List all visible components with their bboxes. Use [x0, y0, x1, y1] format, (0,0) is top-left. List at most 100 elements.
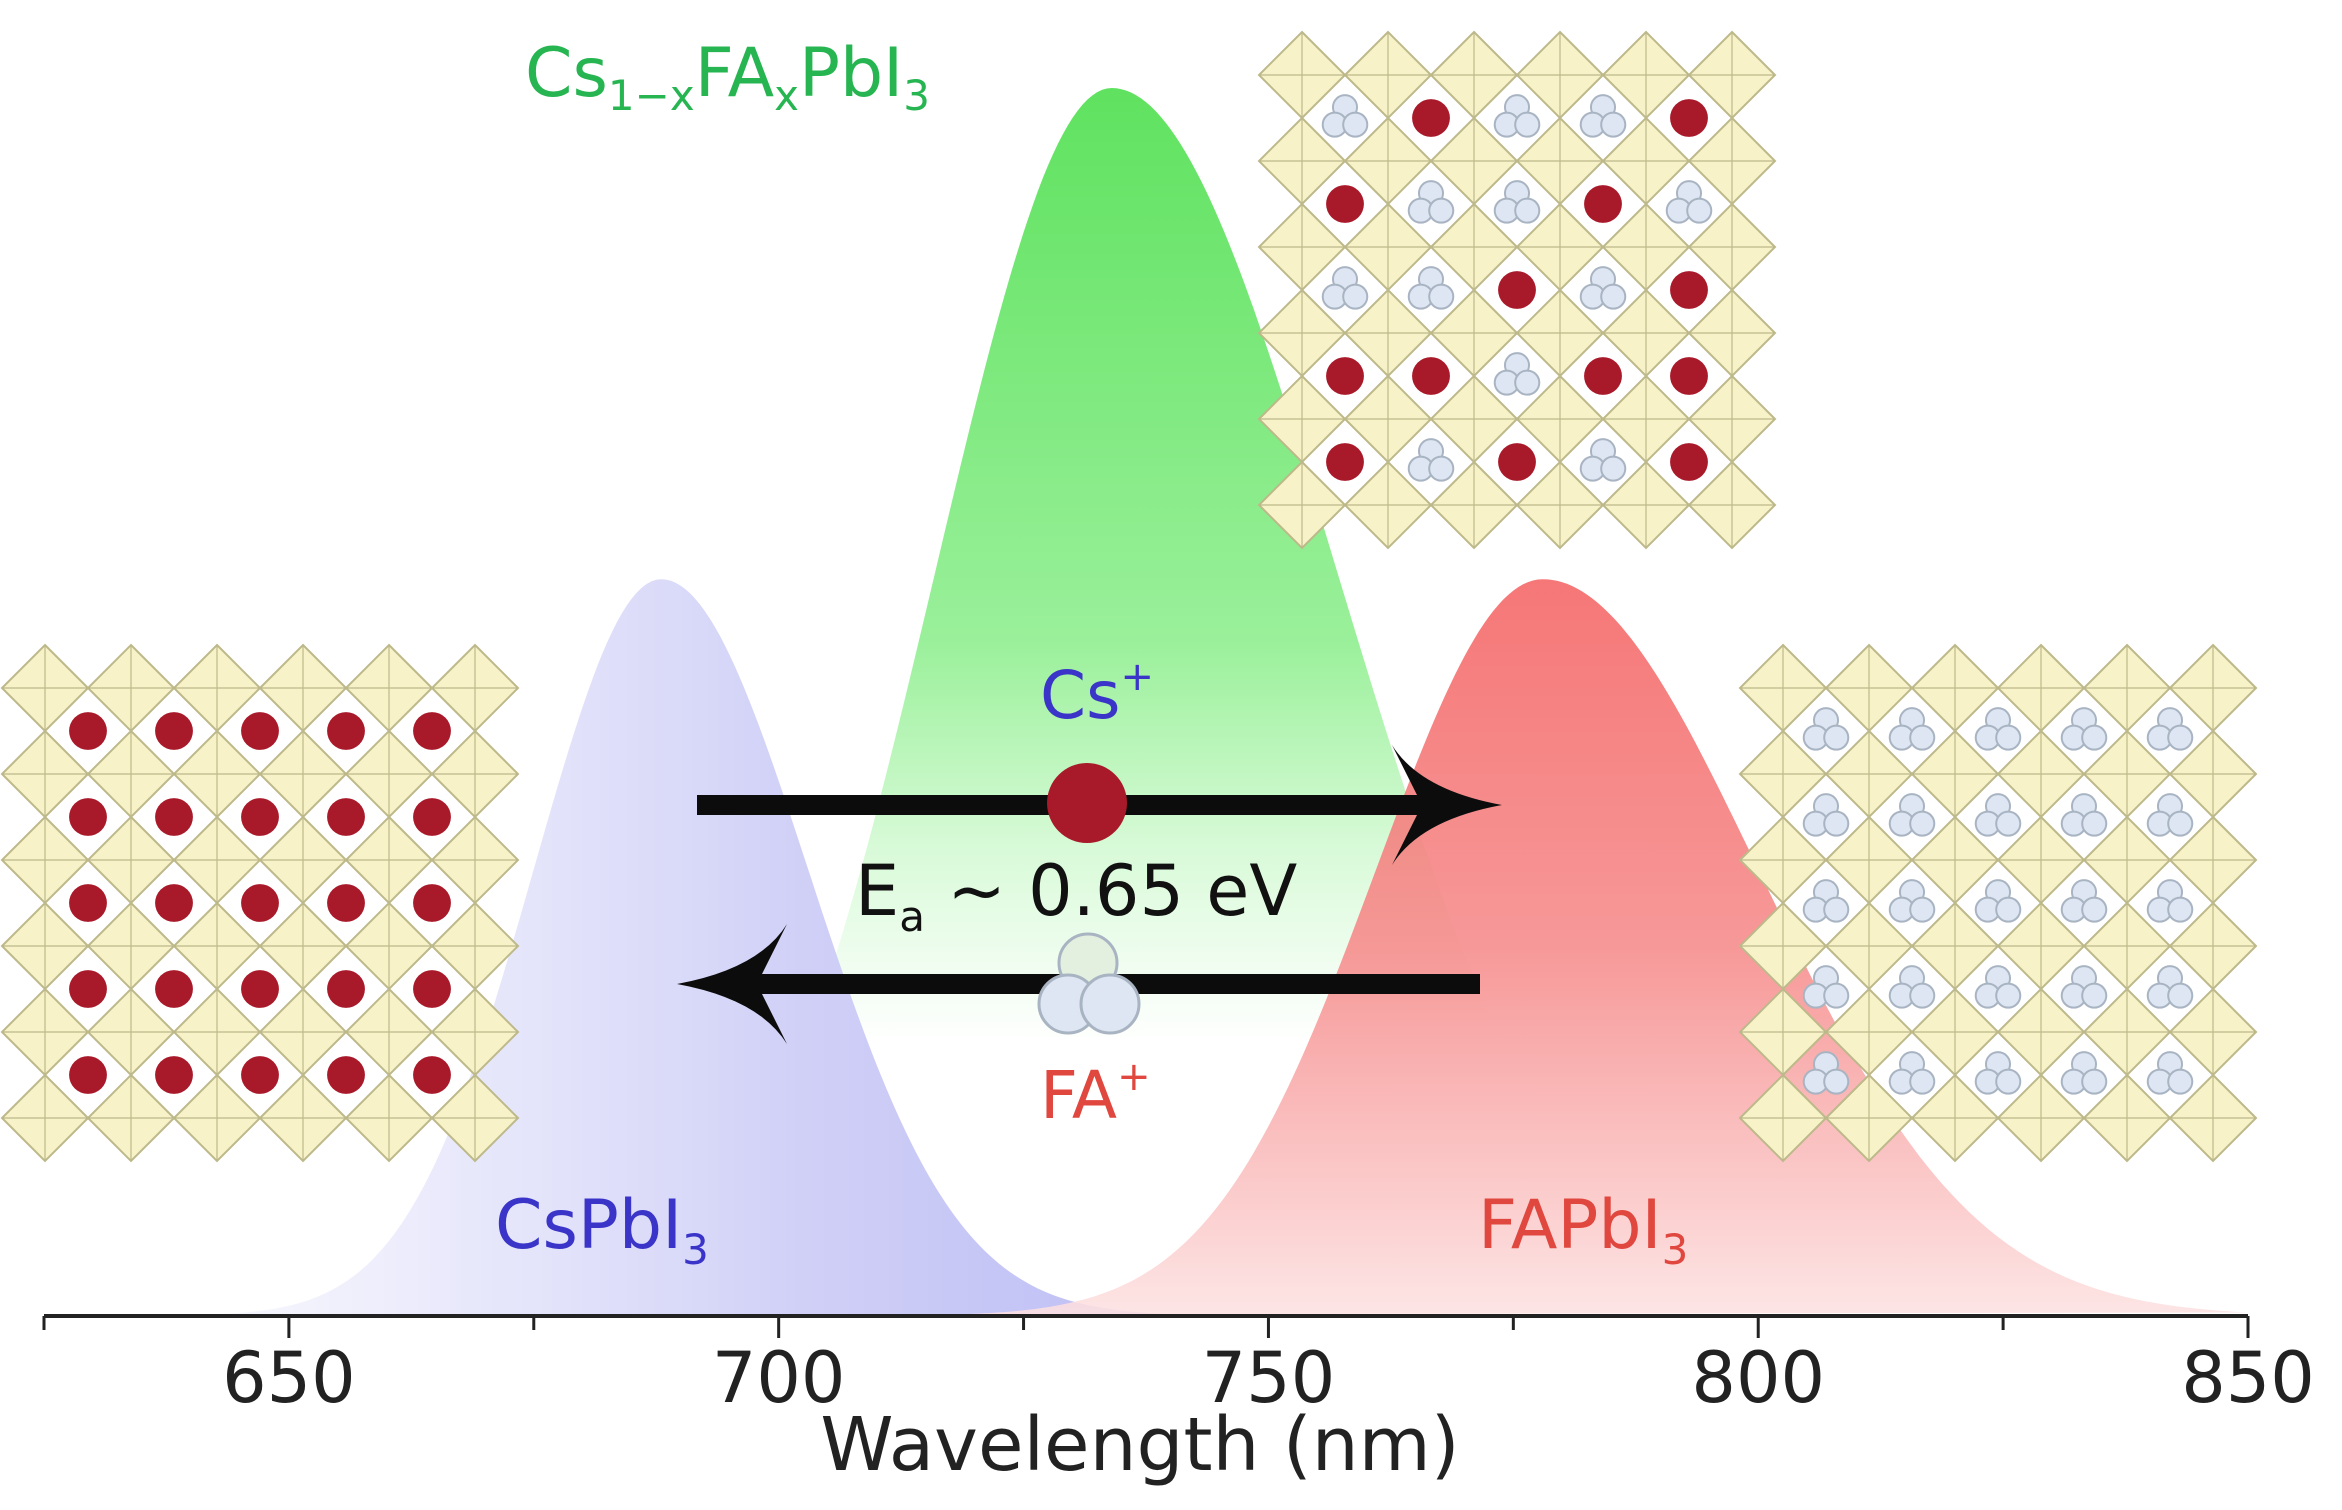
cs-cation — [241, 798, 279, 836]
cspbi3-lattice — [0, 643, 520, 1163]
pbi6-bond — [1740, 817, 1826, 903]
pbi6-bond — [1517, 118, 1603, 204]
pbi6-bond — [1740, 731, 1826, 817]
pbi6-bond — [346, 903, 432, 989]
pbi6-bond — [1259, 204, 1345, 290]
pbi6-bond — [2170, 1075, 2256, 1161]
pbi6-bond — [346, 731, 432, 817]
pbi6-bond — [1689, 376, 1775, 462]
pbi6-bond — [2170, 645, 2256, 731]
pbi6-bond — [1517, 290, 1603, 376]
fa-cation-atom — [2081, 982, 2108, 1009]
pbi6-bond — [1259, 118, 1345, 204]
fa-cation-atom — [1342, 283, 1369, 310]
fa-cation-atom — [2081, 896, 2108, 923]
pbi6-bond — [1740, 1075, 1826, 1161]
pbi6-bond — [260, 1075, 346, 1161]
fa-cation-atom — [2167, 724, 2194, 751]
pbi6-bond — [1603, 376, 1689, 462]
fa-cation-atom — [2167, 896, 2194, 923]
fa-cation-atom — [1823, 982, 1850, 1009]
cs-cation — [241, 970, 279, 1008]
x-tick-label: 800 — [1691, 1337, 1825, 1419]
pbi6-bond — [1740, 903, 1826, 989]
pbi6-bond — [1689, 118, 1775, 204]
pbi6-bond — [174, 817, 260, 903]
pbi6-bond — [2084, 817, 2170, 903]
pbi6-bond — [1689, 462, 1775, 548]
pbi6-bond — [1345, 32, 1431, 118]
pbi6-bond — [432, 817, 518, 903]
mixed-emission-peak — [44, 88, 2248, 1316]
cs-ion-marker — [1047, 763, 1127, 843]
pbi6-bond — [432, 903, 518, 989]
pbi6-bond — [88, 645, 174, 731]
pbi6-bond — [2, 903, 88, 989]
cs-cation — [241, 1056, 279, 1094]
fa-cation-atom — [1909, 1068, 1936, 1095]
pbi6-bond — [346, 817, 432, 903]
pbi6-bond — [174, 1075, 260, 1161]
fa-cation-atom — [1909, 724, 1936, 751]
pbi6-bond — [2084, 903, 2170, 989]
pbi6-bond — [1517, 376, 1603, 462]
cs-emission-peak — [44, 579, 2248, 1316]
pbi6-bond — [88, 817, 174, 903]
pbi6-bond — [1345, 462, 1431, 548]
pbi6-bond — [2170, 817, 2256, 903]
pbi6-bond — [1259, 290, 1345, 376]
fa-cation-atom — [1995, 1068, 2022, 1095]
pbi6-bond — [1431, 204, 1517, 290]
fa-cation-atom — [1909, 982, 1936, 1009]
fa-cation-atom — [1514, 369, 1541, 396]
fa-cation-atom — [1428, 455, 1455, 482]
cs-cation — [1670, 357, 1708, 395]
cs-cation — [1498, 443, 1536, 481]
pbi6-bond — [1517, 204, 1603, 290]
pbi6-bond — [2084, 989, 2170, 1075]
pbi6-bond — [2084, 731, 2170, 817]
pbi6-bond — [2084, 645, 2170, 731]
pbi6-bond — [2170, 989, 2256, 1075]
fa-cation-atom — [1995, 724, 2022, 751]
pbi6-bond — [1689, 204, 1775, 290]
pbi6-bond — [88, 1075, 174, 1161]
cs-ion-label: Cs+ — [1040, 654, 1154, 734]
fa-cation-atom — [1995, 810, 2022, 837]
cs-cation — [1670, 271, 1708, 309]
pbi6-bond — [1998, 903, 2084, 989]
fa-emission-peak — [44, 579, 2248, 1316]
pbi6-bond — [1826, 989, 1912, 1075]
pbi6-bond — [1431, 290, 1517, 376]
fa-cation-atom — [1428, 197, 1455, 224]
pbi6-bond — [1259, 462, 1345, 548]
pbi6-bond — [260, 731, 346, 817]
x-tick-label: 650 — [222, 1337, 356, 1419]
cs-cation — [69, 884, 107, 922]
fa-ion-label: FA+ — [1040, 1054, 1151, 1134]
pbi6-bond — [1603, 204, 1689, 290]
cs-cation — [69, 712, 107, 750]
fa-cation-atom — [1514, 197, 1541, 224]
pbi6-bond — [260, 645, 346, 731]
fa-cation-atom — [2167, 810, 2194, 837]
pbi6-bond — [1603, 462, 1689, 548]
mixed-lattice — [1257, 30, 1777, 550]
mixed-compound-label: Cs1−xFAxPbI3 — [525, 34, 930, 120]
fapbi3-lattice — [1738, 643, 2258, 1163]
cs-cation — [155, 970, 193, 1008]
pbi6-bond — [1345, 376, 1431, 462]
fa-cation-atom — [2081, 724, 2108, 751]
pbi6-bond — [1912, 1075, 1998, 1161]
pbi6-bond — [1345, 290, 1431, 376]
cs-cation — [413, 970, 451, 1008]
cs-cation — [1498, 271, 1536, 309]
cs-cation — [1670, 443, 1708, 481]
pbi6-bond — [1826, 1075, 1912, 1161]
cs-cation — [241, 884, 279, 922]
pbi6-bond — [2170, 731, 2256, 817]
emission-peaks — [44, 88, 2248, 1316]
pbi6-bond — [432, 645, 518, 731]
fa-cation-atom — [1600, 455, 1627, 482]
